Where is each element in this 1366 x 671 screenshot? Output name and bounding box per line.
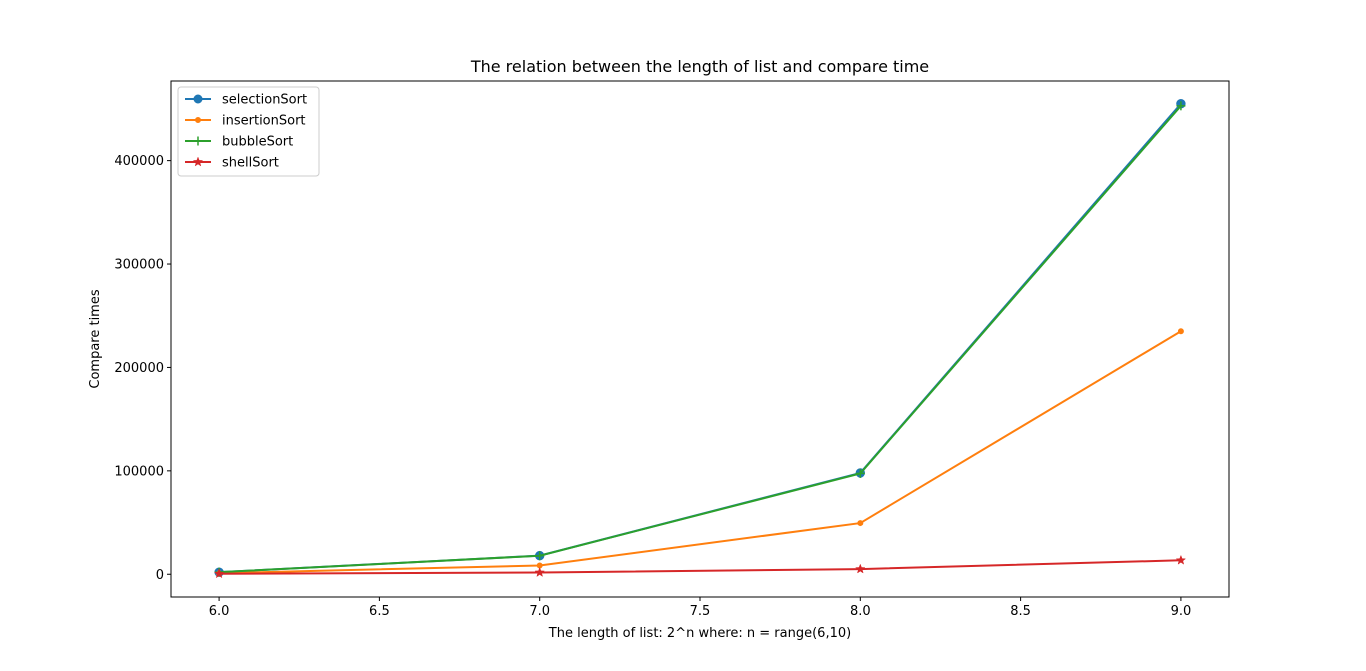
x-axis-title: The length of list: 2^n where: n = range… (548, 626, 851, 641)
series-shellSort (213, 554, 1187, 579)
data-point-star (192, 156, 204, 167)
x-tick-label: 8.0 (850, 604, 871, 619)
data-point-star (1175, 554, 1187, 565)
plot-area (170, 80, 1230, 598)
series-insertionSort (216, 328, 1184, 577)
chart-title: The relation between the length of list … (470, 57, 929, 76)
y-tick-label: 100000 (114, 464, 164, 479)
y-tick-label: 0 (156, 568, 164, 583)
data-point-star (213, 568, 225, 579)
data-point-star (855, 563, 866, 574)
data-point-star (534, 566, 545, 577)
x-tick-label: 6.5 (369, 604, 390, 619)
x-tick-label: 7.0 (529, 604, 550, 619)
data-point-plus (535, 551, 545, 561)
data-point-dot (195, 117, 201, 123)
series-line-insertionSort (219, 330, 1182, 575)
legend-item-selectionSort: selectionSort (185, 93, 307, 108)
data-point-circle (193, 94, 203, 104)
data-point-plus (1176, 101, 1186, 111)
series-line-bubbleSort (219, 105, 1182, 574)
series-line-shellSort (219, 559, 1181, 575)
x-axis: 6.0 6.5 7.0 7.5 8.0 8.5 9.0 (209, 597, 1192, 619)
data-point-plus (193, 136, 203, 146)
y-tick-label: 300000 (114, 258, 164, 273)
y-tick-label: 200000 (114, 361, 164, 376)
legend-label: insertionSort (222, 114, 306, 129)
plot-frame (170, 80, 1230, 598)
x-tick-label: 8.5 (1010, 604, 1031, 619)
x-tick-label: 9.0 (1171, 604, 1192, 619)
legend-label: selectionSort (222, 93, 307, 108)
y-tick-label: 400000 (114, 154, 164, 169)
data-point-dot (857, 520, 864, 527)
data-point-plus (855, 468, 865, 478)
y-axis: 0 100000 200000 300000 400000 (114, 154, 171, 583)
legend: selectionSort insertionSort bubbleSort shel… (177, 86, 320, 177)
legend-label: shellSort (222, 156, 279, 171)
legend-item-shellSort: shellSort (185, 156, 279, 171)
y-axis-title: Compare times (88, 289, 103, 388)
data-point-dot (1177, 328, 1184, 335)
legend-box (177, 86, 320, 177)
legend-label: bubbleSort (222, 135, 293, 150)
x-tick-label: 7.5 (690, 604, 711, 619)
x-tick-label: 6.0 (209, 604, 230, 619)
legend-item-insertionSort: insertionSort (185, 114, 306, 129)
legend-item-bubbleSort: bubbleSort (185, 135, 293, 150)
